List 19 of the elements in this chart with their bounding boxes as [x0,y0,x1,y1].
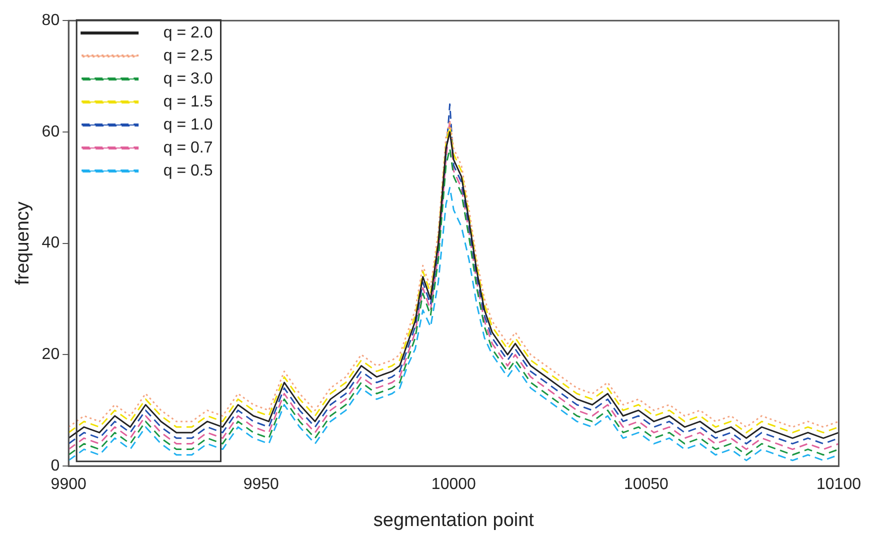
x-tick-label: 9900 [50,476,86,494]
legend-label: q = 2.0 [146,24,213,42]
x-tick-label: 10050 [624,476,669,494]
x-tick-label: 10000 [431,476,476,494]
y-tick-label: 60 [42,123,60,140]
legend-label: q = 3.0 [146,70,213,88]
y-tick-label: 40 [42,234,60,252]
legend-label: q = 1.5 [146,93,213,110]
legend-label: q = 0.5 [146,162,213,180]
y-tick-label: 20 [42,346,60,364]
x-tick-label: 10100 [816,476,862,494]
y-tick-label: 80 [42,12,60,30]
legend-label: q = 0.7 [146,139,213,156]
x-axis-title: segmentation point [373,510,535,531]
legend-label: q = 2.5 [146,47,213,64]
legend-label: q = 1.0 [146,116,213,134]
y-axis-title: frequency [12,201,34,286]
x-tick-label: 9950 [243,476,280,494]
y-tick-label: 0 [50,457,60,474]
